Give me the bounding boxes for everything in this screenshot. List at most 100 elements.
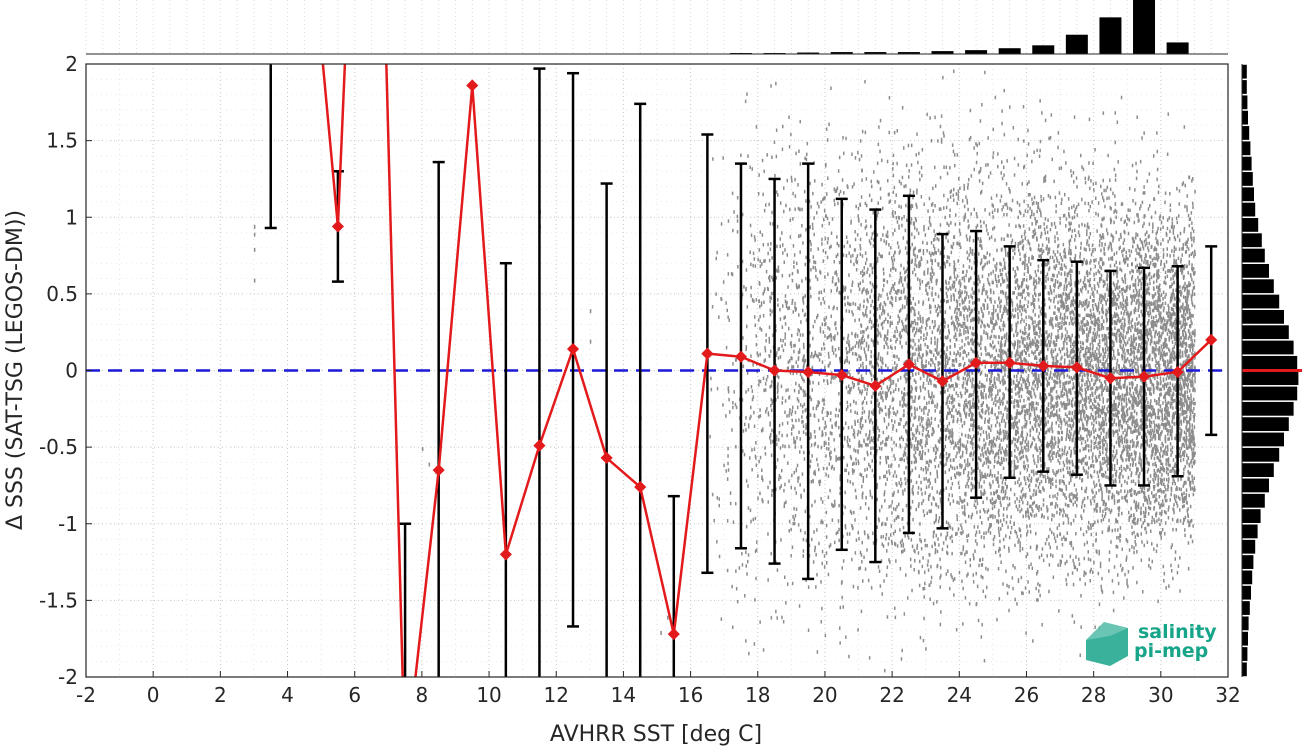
- x-tick-label: 16: [678, 683, 703, 707]
- x-tick-label: 22: [879, 683, 904, 707]
- right-hist-bar: [1242, 585, 1251, 600]
- right-hist-bar: [1242, 80, 1247, 94]
- mean-marker: [768, 364, 781, 377]
- right-hist-bar: [1242, 95, 1248, 110]
- right-hist-bar: [1242, 355, 1298, 370]
- mean-marker: [1104, 372, 1117, 385]
- plot-area: -2 0 2 4 6 8 10 12 14 16 18 20 22 24 26 28 30 32 -2-1.5-1…: [39, 52, 1241, 707]
- right-hist-bar: [1242, 417, 1289, 432]
- top-hist-bar: [1065, 34, 1088, 54]
- top-hist-bar: [931, 51, 954, 54]
- right-hist-bar: [1242, 601, 1250, 615]
- right-hist-bar: [1242, 478, 1269, 493]
- x-tick-label: 6: [348, 683, 361, 707]
- right-hist-bar: [1242, 509, 1261, 523]
- y-tick-label: -2: [58, 665, 78, 689]
- top-hist-bar: [864, 52, 887, 54]
- x-tick-label: 32: [1215, 683, 1240, 707]
- top-hist-bar: [1133, 0, 1156, 54]
- mean-marker: [1070, 361, 1083, 374]
- y-tick-label: 2: [65, 52, 78, 76]
- mean-marker: [499, 548, 512, 561]
- logo-text-salinity: salinity: [1138, 621, 1217, 643]
- y-tick-label: 0.5: [46, 282, 78, 306]
- x-tick-label: 0: [147, 683, 160, 707]
- right-hist-bar: [1242, 187, 1254, 202]
- x-tick-label: -2: [76, 683, 96, 707]
- right-hist-bar: [1242, 647, 1248, 661]
- x-tick-label: 20: [812, 683, 837, 707]
- y-axis-label: Δ SSS (SAT-TSG (LEGOS-DM)): [3, 210, 28, 530]
- x-axis-label: AVHRR SST [deg C]: [550, 722, 762, 747]
- right-hist-bar: [1242, 340, 1294, 355]
- x-tick-label: 18: [745, 683, 770, 707]
- right-hist-bar: [1242, 570, 1253, 585]
- top-hist-bar: [797, 52, 820, 54]
- right-hist-bar: [1242, 309, 1284, 324]
- right-hist-bar: [1242, 325, 1289, 340]
- mean-marker: [1205, 333, 1218, 346]
- right-hist-bar: [1242, 156, 1252, 171]
- right-hist-bar: [1242, 616, 1249, 631]
- y-tick-label: 1.5: [46, 129, 78, 153]
- top-hist-bar: [998, 48, 1021, 54]
- x-tick-label: 12: [544, 683, 569, 707]
- top-hist-bar: [897, 52, 920, 54]
- x-tick-label: 2: [214, 683, 227, 707]
- mean-marker: [701, 347, 714, 360]
- right-hist-bar: [1242, 463, 1274, 478]
- x-tick-label: 10: [476, 683, 501, 707]
- x-tick-label: 14: [611, 683, 636, 707]
- right-hist-bar: [1242, 386, 1298, 401]
- mean-marker: [566, 342, 580, 356]
- y-tick-label: -1: [58, 512, 78, 536]
- mean-marker: [734, 350, 748, 363]
- right-hist-bar: [1242, 248, 1265, 263]
- mean-markers: [331, 79, 1218, 641]
- mean-marker: [1171, 365, 1184, 379]
- right-hist-bar: [1242, 172, 1253, 186]
- grid-lines: [85, 63, 1229, 678]
- salinity-pi-mep-logo: salinity pi-mep: [1086, 621, 1217, 666]
- mean-marker: [970, 356, 983, 369]
- mean-marker: [634, 480, 647, 494]
- right-hist-bar: [1242, 371, 1299, 386]
- mean-marker: [869, 379, 882, 392]
- top-hist-bar: [965, 50, 988, 54]
- top-hist-bar: [1032, 45, 1055, 54]
- x-tick-label: 8: [416, 683, 429, 707]
- right-hist-bar: [1242, 218, 1259, 232]
- mean-marker: [835, 369, 848, 382]
- mean-marker: [936, 375, 949, 388]
- y-tick-label: -0.5: [39, 435, 78, 459]
- right-hist-bar: [1242, 279, 1274, 294]
- x-tick-label: 24: [947, 683, 972, 707]
- mean-marker: [533, 439, 546, 452]
- mean-marker: [802, 365, 815, 379]
- mean-marker: [600, 451, 613, 464]
- mean-marker: [1137, 370, 1151, 383]
- y-tick-label: 0: [65, 359, 78, 383]
- right-hist-bar: [1242, 447, 1280, 462]
- mean-marker: [667, 628, 680, 641]
- right-hist-bar: [1242, 294, 1280, 309]
- logo-cube-icon: [1086, 622, 1128, 666]
- right-hist-bar: [1242, 631, 1248, 646]
- y-tick-label: 1: [65, 205, 78, 229]
- top-histogram: [85, 0, 1229, 55]
- x-tick-label: 28: [1081, 683, 1106, 707]
- right-hist-bar: [1242, 539, 1256, 554]
- x-tick-label: 26: [1014, 683, 1039, 707]
- mean-marker: [1037, 359, 1050, 372]
- right-hist-bar: [1242, 110, 1248, 125]
- mean-marker: [432, 464, 445, 477]
- right-hist-bar: [1242, 141, 1251, 156]
- mean-marker: [1003, 356, 1016, 369]
- mean-marker: [902, 358, 915, 371]
- right-hist-bar: [1242, 524, 1258, 539]
- logo-text-pimep: pi-mep: [1134, 640, 1208, 662]
- right-hist-bar: [1242, 662, 1247, 677]
- x-tick-label: 4: [281, 683, 294, 707]
- right-hist-bar: [1242, 202, 1256, 217]
